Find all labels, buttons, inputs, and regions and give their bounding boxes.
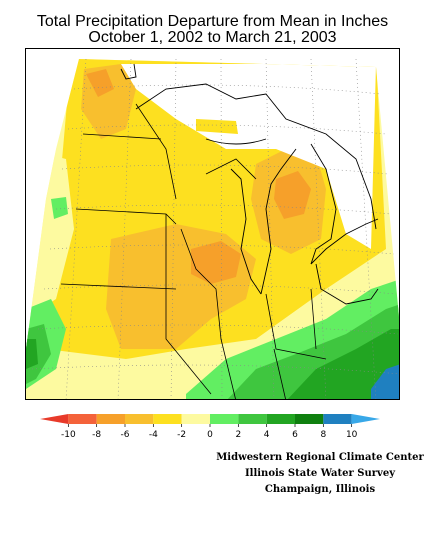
legend-bin	[323, 414, 352, 424]
legend-bin	[96, 414, 125, 424]
legend-bin	[295, 414, 324, 424]
color-legend: -10 -8 -6 -4 -2 0 2 4 6 8 10	[40, 414, 380, 440]
coastlines	[120, 63, 379, 305]
legend-tick-label: -10	[61, 430, 76, 440]
legend-bin	[238, 414, 267, 424]
lat-lon-grid	[31, 58, 399, 399]
credit-organization: Midwestern Regional Climate Center	[216, 452, 424, 463]
legend-tick-label: -8	[92, 430, 101, 440]
legend-bin	[351, 414, 380, 424]
state-boundaries	[60, 103, 327, 399]
legend-bin	[40, 414, 69, 424]
legend-tick-label: 6	[292, 430, 298, 440]
legend-tick-label: -4	[149, 430, 158, 440]
legend-bin	[210, 414, 239, 424]
map-title: Total Precipitation Departure from Mean …	[36, 13, 389, 30]
legend-bin	[153, 414, 182, 424]
legend-bin	[68, 414, 97, 424]
legend-bin	[181, 414, 210, 424]
legend-bin	[266, 414, 295, 424]
precipitation-map	[25, 48, 400, 400]
legend-tick-label: 4	[264, 430, 270, 440]
legend-bin	[125, 414, 154, 424]
legend-tick-label: 8	[320, 430, 326, 440]
credit-location: Champaign, Illinois	[264, 484, 376, 495]
legend-tick-label: 2	[235, 430, 241, 440]
legend-tick-label: 10	[346, 430, 358, 440]
legend-tick-label: -6	[121, 430, 130, 440]
precipitation-field	[26, 59, 399, 399]
legend-tick-label: -2	[177, 430, 186, 440]
legend-tick-label: 0	[207, 430, 213, 440]
credit-agency: Illinois State Water Survey	[244, 468, 396, 479]
map-date-range: October 1, 2002 to March 21, 2003	[88, 29, 337, 46]
